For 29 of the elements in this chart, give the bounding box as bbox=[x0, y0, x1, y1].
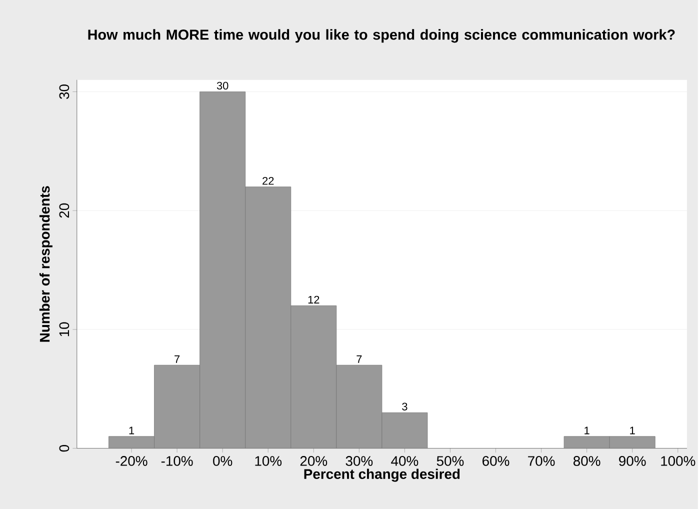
data-label: 1 bbox=[584, 426, 590, 434]
x-tick-label: 100% bbox=[661, 456, 696, 466]
x-tick-label: 10% bbox=[255, 456, 282, 466]
data-label: 12 bbox=[308, 296, 320, 304]
data-label: 7 bbox=[174, 355, 180, 363]
x-tick-label: 90% bbox=[619, 456, 646, 466]
data-label: 22 bbox=[262, 176, 274, 185]
x-tick-label: -20% bbox=[116, 456, 148, 466]
y-axis-title: Number of respondents bbox=[39, 186, 52, 342]
data-label: 7 bbox=[356, 355, 362, 363]
y-tick-label: 10 bbox=[59, 322, 70, 336]
x-tick-label: -10% bbox=[161, 456, 193, 466]
chart-title: How much MORE time would you like to spend doing science communication work? bbox=[88, 29, 675, 43]
x-axis-title: Percent change desired bbox=[304, 468, 460, 482]
x-tick-label: 40% bbox=[391, 456, 418, 466]
x-tick-label: 80% bbox=[573, 456, 600, 466]
y-tick-label: 20 bbox=[59, 203, 70, 218]
y-tick-label: 30 bbox=[59, 84, 70, 99]
x-tick-label: 0% bbox=[213, 456, 232, 466]
x-tick-label: 20% bbox=[300, 456, 328, 466]
y-tick-label: 0 bbox=[59, 444, 70, 452]
x-tick-label: 60% bbox=[482, 456, 510, 466]
x-tick-label: 50% bbox=[436, 456, 464, 466]
data-label: 1 bbox=[129, 426, 134, 434]
data-label: 30 bbox=[216, 82, 228, 90]
data-label: 1 bbox=[630, 426, 635, 434]
x-tick-label: 30% bbox=[346, 456, 373, 466]
x-tick-label: 70% bbox=[528, 456, 555, 466]
data-label: 3 bbox=[402, 402, 408, 410]
